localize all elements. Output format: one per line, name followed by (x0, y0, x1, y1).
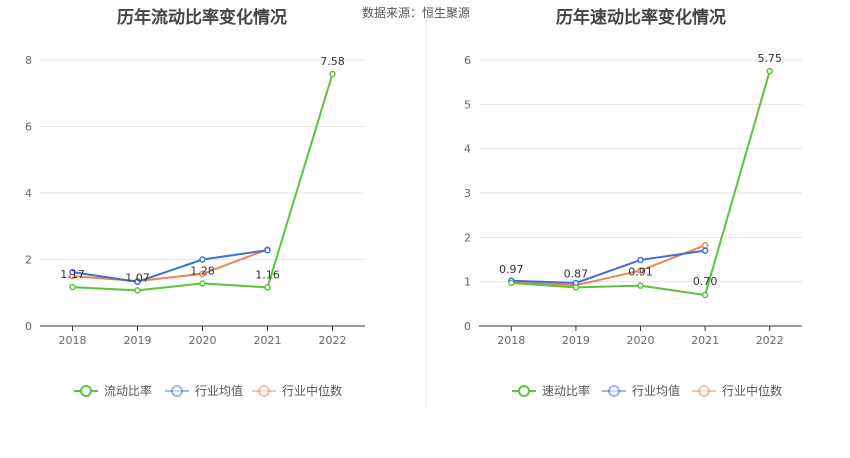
legend-item: 流动比率 (74, 383, 152, 398)
data-label: 1.17 (60, 268, 85, 281)
legend-label: 行业均值 (632, 383, 680, 398)
data-point (701, 242, 709, 249)
data-label: 5.75 (757, 52, 782, 65)
y-tick-label: 6 (464, 54, 471, 67)
series-line-1 (511, 249, 706, 285)
data-point (199, 256, 206, 263)
legend-label: 行业中位数 (722, 383, 782, 398)
y-tick-label: 0 (25, 320, 32, 333)
data-point (69, 283, 76, 291)
legend-label: 速动比率 (542, 383, 590, 398)
legend-swatch-marker (258, 385, 270, 397)
legend-item: 行业均值 (602, 383, 680, 398)
data-point (264, 284, 271, 291)
data-label: 1.16 (255, 268, 280, 281)
legend-swatch-marker (518, 385, 530, 397)
y-tick-label: 2 (464, 231, 471, 244)
data-point (572, 284, 580, 291)
chart-title-quick-ratio: 历年速动比率变化情况 (556, 8, 726, 28)
legend-item: 行业中位数 (692, 383, 782, 398)
x-tick-label: 2019 (562, 334, 590, 347)
data-point (134, 287, 141, 294)
x-tick-label: 2018 (497, 334, 525, 347)
data-point (134, 278, 141, 286)
panel-divider (426, 16, 427, 406)
legend-swatch-marker (608, 385, 620, 397)
data-label: 0.87 (564, 267, 589, 280)
data-source: 数据来源：恒生聚源 (362, 6, 471, 20)
data-label: 1.28 (190, 264, 215, 277)
legend: 流动比率 行业均值 行业中位数 (74, 383, 342, 398)
data-point (637, 267, 644, 274)
x-tick-label: 2022 (319, 334, 347, 347)
data-label: 0.91 (628, 266, 653, 279)
y-tick-label: 4 (464, 143, 471, 156)
data-point (701, 247, 709, 254)
data-label: 0.70 (693, 275, 718, 288)
data-point (199, 280, 206, 287)
legend-swatch-marker (171, 385, 183, 397)
data-point (637, 256, 644, 264)
data-point (701, 291, 709, 299)
legend-swatch-marker (80, 385, 92, 397)
y-tick-label: 6 (25, 121, 32, 134)
y-tick-label: 0 (464, 320, 471, 333)
legend-label: 流动比率 (104, 383, 152, 398)
data-point (329, 70, 336, 78)
series-line-2 (72, 248, 268, 283)
x-tick-label: 2020 (627, 334, 655, 347)
y-tick-label: 4 (25, 187, 32, 200)
x-tick-label: 2020 (189, 334, 217, 347)
legend-swatch-marker (698, 385, 710, 397)
y-tick-label: 5 (464, 98, 471, 111)
legend-item: 速动比率 (512, 383, 590, 398)
x-tick-label: 2022 (756, 334, 784, 347)
y-tick-label: 2 (25, 254, 32, 267)
data-point (264, 246, 271, 254)
x-tick-label: 2018 (59, 334, 87, 347)
x-tick-label: 2021 (691, 334, 719, 347)
data-label: 0.97 (499, 263, 524, 276)
legend-item: 行业均值 (165, 383, 243, 398)
y-tick-label: 3 (464, 187, 471, 200)
chart-title-current-ratio: 历年流动比率变化情况 (117, 8, 287, 28)
data-point (766, 67, 773, 75)
y-tick-label: 1 (464, 276, 471, 289)
x-tick-label: 2019 (124, 334, 152, 347)
data-label: 1.07 (125, 271, 150, 284)
series-line-1 (72, 249, 268, 283)
data-point (637, 282, 644, 289)
legend-item: 行业中位数 (252, 383, 342, 398)
legend-label: 行业均值 (195, 383, 243, 398)
data-point (199, 270, 206, 278)
data-point (508, 279, 515, 287)
data-point (69, 268, 76, 276)
current-ratio-chart: 0 2 4 6 8 2018 2019 2020 2021 2022 1.17 1.07 1.28 1.1… (25, 54, 365, 398)
series-line-2 (511, 244, 706, 287)
quick-ratio-chart: 0 1 2 3 4 5 6 2018 2019 2020 2021 2022 0.97 0.87 0.91 0… (464, 52, 802, 398)
legend: 速动比率 行业均值 行业中位数 (512, 383, 782, 398)
x-tick-label: 2021 (254, 334, 282, 347)
legend-label: 行业中位数 (282, 383, 342, 398)
data-label: 7.58 (320, 55, 345, 68)
y-tick-label: 8 (25, 54, 32, 67)
